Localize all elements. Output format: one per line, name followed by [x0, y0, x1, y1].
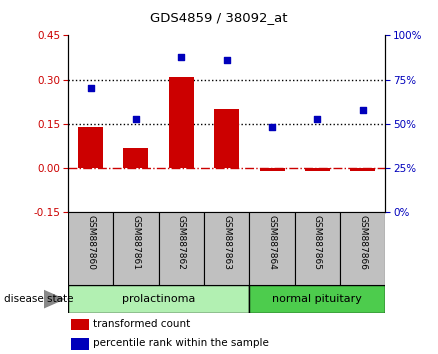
Bar: [71, 338, 88, 350]
Bar: [113, 212, 159, 285]
Point: [132, 116, 139, 121]
Bar: [159, 212, 204, 285]
Bar: [204, 212, 249, 285]
Text: disease state: disease state: [4, 294, 74, 304]
Text: GDS4859 / 38092_at: GDS4859 / 38092_at: [150, 11, 288, 24]
Text: GSM887860: GSM887860: [86, 215, 95, 270]
Point: [223, 57, 230, 63]
Bar: [68, 285, 249, 313]
Bar: [340, 212, 385, 285]
Bar: [71, 319, 88, 330]
Point: [178, 54, 185, 59]
Text: normal pituitary: normal pituitary: [272, 294, 362, 304]
Point: [359, 107, 366, 113]
Text: GSM887866: GSM887866: [358, 215, 367, 270]
Bar: [350, 168, 375, 171]
Text: GSM887861: GSM887861: [131, 215, 141, 270]
Text: GSM887864: GSM887864: [268, 215, 276, 269]
Text: percentile rank within the sample: percentile rank within the sample: [93, 338, 269, 348]
Bar: [214, 109, 239, 168]
Text: transformed count: transformed count: [93, 319, 191, 329]
Text: prolactinoma: prolactinoma: [122, 294, 195, 304]
Bar: [78, 127, 103, 168]
Bar: [249, 212, 295, 285]
Text: GSM887865: GSM887865: [313, 215, 322, 270]
Bar: [68, 212, 113, 285]
Bar: [305, 168, 330, 171]
Bar: [260, 168, 285, 171]
Bar: [169, 77, 194, 168]
Bar: [295, 212, 340, 285]
Text: GSM887862: GSM887862: [177, 215, 186, 269]
Bar: [124, 148, 148, 168]
Bar: [249, 285, 385, 313]
Text: GSM887863: GSM887863: [222, 215, 231, 270]
Point: [87, 86, 94, 91]
Point: [268, 125, 276, 130]
Polygon shape: [44, 290, 64, 308]
Point: [314, 116, 321, 121]
